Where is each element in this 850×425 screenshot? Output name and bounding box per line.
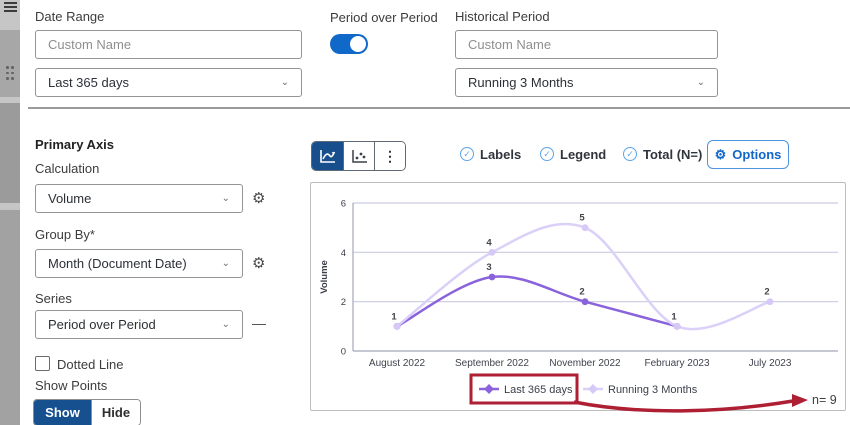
series-line-running-3-months[interactable] [396,222,771,331]
y-axis-title: Volume [319,260,330,294]
legend-toggle[interactable]: ✓ Legend [540,146,606,162]
menu-icon[interactable] [4,2,17,14]
calculation-select[interactable]: Volume ⌄ [35,184,243,213]
chart-card: 0 2 4 6 Volume August 2022 September 2022 Novem… [310,182,846,413]
chevron-down-icon: ⌄ [280,76,289,88]
drag-handle-icon[interactable] [6,66,15,80]
labels-toggle[interactable]: ✓ Labels [460,146,521,162]
section-divider [28,107,850,109]
date-range-select[interactable]: Last 365 days ⌄ [35,68,302,97]
gear-icon[interactable]: ⚙ [252,255,266,272]
historical-period-custom-name-input[interactable] [455,30,718,59]
total-n-value: n= 9 [812,393,837,407]
point-label: 1 [671,311,677,322]
gear-icon[interactable]: ⚙ [252,190,266,207]
period-over-period-label: Period over Period [330,10,438,25]
group-by-select[interactable]: Month (Document Date) ⌄ [35,249,243,278]
primary-axis-title: Primary Axis [35,137,115,152]
check-icon: ✓ [540,147,554,161]
gutter-segment [0,30,20,97]
y-tick-label: 4 [341,248,346,259]
volume-line-chart[interactable]: 0 2 4 6 Volume August 2022 September 2022 Novem… [311,183,845,413]
data-point[interactable] [766,298,774,306]
chevron-down-icon: ⌄ [221,318,230,330]
series-label: Series [35,291,72,306]
legend-diamond-icon [484,384,494,394]
historical-period-label: Historical Period [455,9,550,24]
x-tick-label: November 2022 [549,358,621,369]
historical-period-select[interactable]: Running 3 Months ⌄ [455,68,718,97]
point-label: 2 [579,287,584,298]
legend-label[interactable]: Last 365 days [504,384,573,396]
x-tick-label: February 2023 [644,358,709,369]
show-points-toggle-group: Show Hide [33,399,141,425]
dotted-line-checkbox[interactable] [35,356,50,371]
x-tick-label: July 2023 [749,358,792,369]
chevron-down-icon: ⌄ [221,192,230,204]
line-chart-button[interactable] [312,142,343,170]
y-tick-label: 6 [341,199,346,210]
period-over-period-toggle[interactable] [330,34,368,54]
series-select[interactable]: Period over Period ⌄ [35,310,243,339]
x-tick-label: September 2022 [455,358,529,369]
series-select-value: Period over Period [48,317,156,332]
kebab-menu-button[interactable]: ⋮ [374,142,405,170]
historical-period-select-value: Running 3 Months [468,75,574,90]
group-by-select-value: Month (Document Date) [48,256,187,271]
total-n-toggle[interactable]: ✓ Total (N=) [623,146,702,162]
annotation-arrowhead-icon [792,394,808,407]
chart-type-button-group: ⋮ [311,141,406,171]
gutter-segment [0,103,20,203]
minus-icon[interactable]: — [252,315,266,331]
point-label: 5 [579,213,585,224]
dotted-line-label: Dotted Line [57,357,124,372]
point-label: 3 [486,262,491,273]
annotation-highlight-box [469,373,579,405]
data-point[interactable] [673,322,681,330]
series-line-last-365-days[interactable] [396,275,678,328]
line-chart-icon [320,149,336,163]
point-label: 2 [764,287,769,298]
data-point[interactable] [393,322,401,330]
hide-button[interactable]: Hide [91,400,140,425]
annotation-arrow [573,399,794,413]
group-by-label: Group By* [35,227,95,242]
gear-icon: ⚙ [714,146,727,162]
data-point[interactable] [581,224,589,232]
point-label: 1 [391,311,397,322]
chevron-down-icon: ⌄ [221,257,230,269]
options-button[interactable]: ⚙ Options [707,140,789,169]
data-point[interactable] [488,273,496,281]
point-label: 4 [486,237,492,248]
data-point[interactable] [488,248,496,256]
date-range-custom-name-input[interactable] [35,30,302,59]
x-tick-label: August 2022 [369,358,426,369]
show-button[interactable]: Show [34,400,91,425]
chevron-down-icon: ⌄ [696,76,705,88]
gutter-segment [0,210,20,425]
legend-label[interactable]: Running 3 Months [608,384,698,396]
date-range-label: Date Range [35,9,105,24]
scatter-chart-icon [351,149,367,163]
calculation-label: Calculation [35,161,100,176]
left-gutter[interactable] [0,0,20,425]
legend-diamond-icon [588,384,598,394]
calculation-select-value: Volume [48,191,92,206]
date-range-select-value: Last 365 days [48,75,129,90]
kebab-menu-icon: ⋮ [383,147,397,164]
check-icon: ✓ [460,147,474,161]
data-point[interactable] [581,298,589,306]
show-points-label: Show Points [35,378,108,393]
scatter-chart-button[interactable] [343,142,374,170]
check-icon: ✓ [623,147,637,161]
y-tick-label: 0 [341,347,346,358]
y-tick-label: 2 [341,297,346,308]
